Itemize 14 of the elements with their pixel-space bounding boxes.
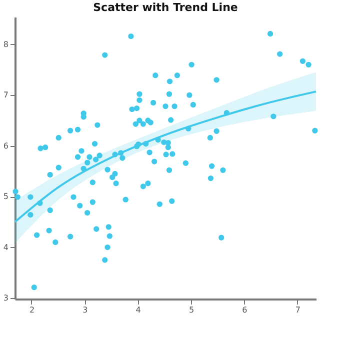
y-tick-label: 3 xyxy=(3,293,8,302)
chart-title: Scatter with Trend Line xyxy=(93,1,238,14)
y-tick-label: 6 xyxy=(3,141,8,150)
x-tick-label: 4 xyxy=(136,306,141,314)
line-series xyxy=(14,90,317,223)
x-tick-label: 3 xyxy=(82,306,88,314)
y-tick-label: 4 xyxy=(3,242,8,252)
x-tick-label: 6 xyxy=(242,306,248,314)
x-tick-label: 7 xyxy=(295,306,300,314)
y-tick-label: 8 xyxy=(3,40,8,49)
x-tick-label: 5 xyxy=(188,306,194,314)
y-tick-label: 5 xyxy=(3,192,8,202)
x-tick-label: 2 xyxy=(29,306,35,314)
y-tick-label: 7 xyxy=(3,90,8,100)
